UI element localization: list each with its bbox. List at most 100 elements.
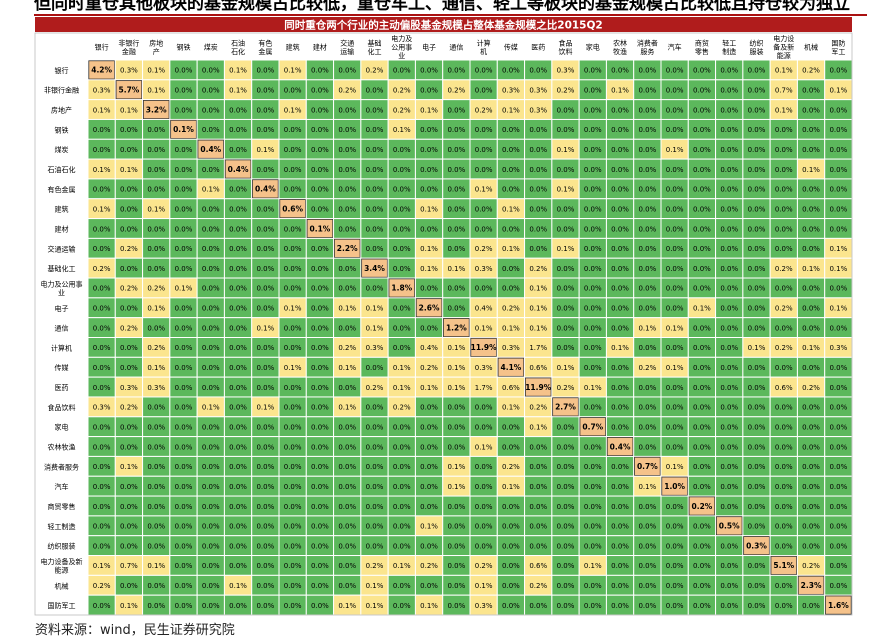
heatmap-value-label: 0.0%: [638, 344, 656, 352]
column-label: 家电: [586, 43, 600, 52]
heatmap-value-label: 0.1%: [666, 364, 684, 372]
row-label: 医药: [55, 383, 69, 392]
heatmap-value-label: 0.2%: [638, 364, 656, 372]
heatmap-value-label: 0.0%: [447, 523, 465, 531]
heatmap-value-label: 0.3%: [829, 344, 847, 352]
heatmap-value-label: 0.2%: [147, 344, 165, 352]
heatmap-value-label: 0.0%: [829, 483, 847, 491]
heatmap-value-label: 0.0%: [393, 186, 411, 194]
heatmap-cell-diagonal-border: [88, 60, 115, 80]
heatmap-value-label: 0.0%: [175, 106, 193, 114]
heatmap-value-label: 0.1%: [147, 87, 165, 95]
heatmap-value-label: 0.0%: [393, 67, 411, 75]
heatmap-value-label: 0.0%: [638, 245, 656, 253]
heatmap-value-label: 0.0%: [529, 245, 547, 253]
heatmap-value-label: 0.0%: [829, 443, 847, 451]
heatmap-value-label: 0.0%: [393, 324, 411, 332]
heatmap-value-label: 0.0%: [666, 245, 684, 253]
heatmap-value-label: 0.0%: [584, 305, 602, 313]
heatmap-value-label: 0.3%: [366, 344, 384, 352]
heatmap-value-label: 0.1%: [557, 245, 575, 253]
heatmap-value-label: 0.0%: [693, 384, 711, 392]
heatmap-value-label: 0.0%: [338, 523, 356, 531]
heatmap-value-label: 0.0%: [311, 463, 329, 471]
heatmap-value-label: 0.0%: [693, 423, 711, 431]
heatmap-value-label: 0.1%: [284, 364, 302, 372]
heatmap-value-label: 0.0%: [256, 245, 274, 253]
row-label-cell: [35, 357, 88, 378]
heatmap-value-label: 0.0%: [611, 106, 629, 114]
column-label: 电子: [422, 43, 436, 52]
heatmap-value-label: 0.0%: [584, 205, 602, 213]
heatmap-value-label: 0.0%: [638, 106, 656, 114]
heatmap-value-label: 0.0%: [693, 126, 711, 134]
heatmap-value-label: 0.1%: [529, 285, 547, 293]
heatmap-value-label: 0.0%: [393, 205, 411, 213]
heatmap-value-label: 0.0%: [611, 245, 629, 253]
heatmap-value-label: 0.1%: [147, 67, 165, 75]
heatmap-value-label: 1.6%: [828, 601, 849, 610]
heatmap-value-label: 0.0%: [366, 443, 384, 451]
row-label: 电子: [55, 304, 69, 313]
heatmap-value-label: 0.0%: [366, 404, 384, 412]
heatmap-value-label: 0.0%: [338, 443, 356, 451]
heatmap-value-label: 0.0%: [638, 443, 656, 451]
heatmap-value-label: 0.0%: [256, 106, 274, 114]
heatmap-value-label: 0.0%: [693, 146, 711, 154]
heatmap-value-label: 0.0%: [147, 265, 165, 273]
heatmap-value-label: 0.0%: [802, 87, 820, 95]
heatmap-value-label: 0.0%: [393, 443, 411, 451]
heatmap-value-label: 0.2%: [93, 265, 111, 273]
heatmap-value-label: 0.0%: [557, 503, 575, 511]
heatmap-value-label: 0.0%: [311, 582, 329, 590]
heatmap-value-label: 0.0%: [93, 225, 111, 233]
heatmap-value-label: 0.0%: [447, 602, 465, 610]
heatmap-value-label: 0.0%: [338, 503, 356, 511]
heatmap-value-label: 0.0%: [802, 463, 820, 471]
heatmap-value-label: 0.2%: [557, 384, 575, 392]
heatmap-value-label: 0.6%: [529, 364, 547, 372]
heatmap-value-label: 0.0%: [720, 562, 738, 570]
heatmap-value-label: 0.0%: [311, 423, 329, 431]
heatmap-value-label: 0.0%: [393, 344, 411, 352]
heatmap-value-label: 0.0%: [611, 324, 629, 332]
heatmap-value-label: 0.0%: [202, 344, 220, 352]
heatmap-value-label: 0.0%: [611, 67, 629, 75]
heatmap-value-label: 0.0%: [557, 344, 575, 352]
heatmap-value-label: 0.0%: [338, 582, 356, 590]
row-label: 电力及公用事业: [41, 280, 83, 298]
heatmap-value-label: 0.0%: [447, 404, 465, 412]
heatmap-value-label: 0.0%: [229, 344, 247, 352]
heatmap-value-label: 0.0%: [584, 483, 602, 491]
row-label: 汽车: [55, 482, 69, 491]
heatmap-value-label: 0.0%: [311, 126, 329, 134]
heatmap-cell-diagonal-border: [306, 218, 334, 238]
heatmap-value-label: 0.0%: [93, 146, 111, 154]
heatmap-value-label: 0.0%: [393, 542, 411, 550]
heatmap-value-label: 0.0%: [284, 126, 302, 134]
heatmap-value-label: 0.0%: [666, 87, 684, 95]
heatmap-value-label: 0.1%: [829, 305, 847, 313]
heatmap-value-label: 0.0%: [802, 205, 820, 213]
heatmap-value-label: 0.0%: [748, 324, 766, 332]
heatmap-value-label: 0.0%: [557, 523, 575, 531]
heatmap-value-label: 0.0%: [175, 503, 193, 511]
heatmap-cell-diagonal-border: [770, 555, 798, 575]
row-label: 农林牧渔: [48, 443, 76, 452]
heatmap-value-label: 0.0%: [557, 443, 575, 451]
heatmap-value-label: 0.7%: [637, 462, 658, 471]
heatmap-value-label: 0.0%: [202, 324, 220, 332]
heatmap-value-label: 0.0%: [611, 126, 629, 134]
heatmap-value-label: 0.0%: [420, 146, 438, 154]
heatmap-value-label: 0.0%: [120, 146, 138, 154]
heatmap-value-label: 0.0%: [420, 423, 438, 431]
heatmap-value-label: 0.0%: [611, 384, 629, 392]
heatmap-value-label: 0.2%: [366, 384, 384, 392]
heatmap-value-label: 0.0%: [802, 225, 820, 233]
heatmap-value-label: 1.7%: [529, 344, 547, 352]
heatmap-value-label: 0.0%: [229, 146, 247, 154]
heatmap-value-label: 0.0%: [147, 483, 165, 491]
heatmap-value-label: 0.1%: [284, 305, 302, 313]
heatmap-value-label: 0.0%: [420, 483, 438, 491]
heatmap-value-label: 0.0%: [529, 126, 547, 134]
